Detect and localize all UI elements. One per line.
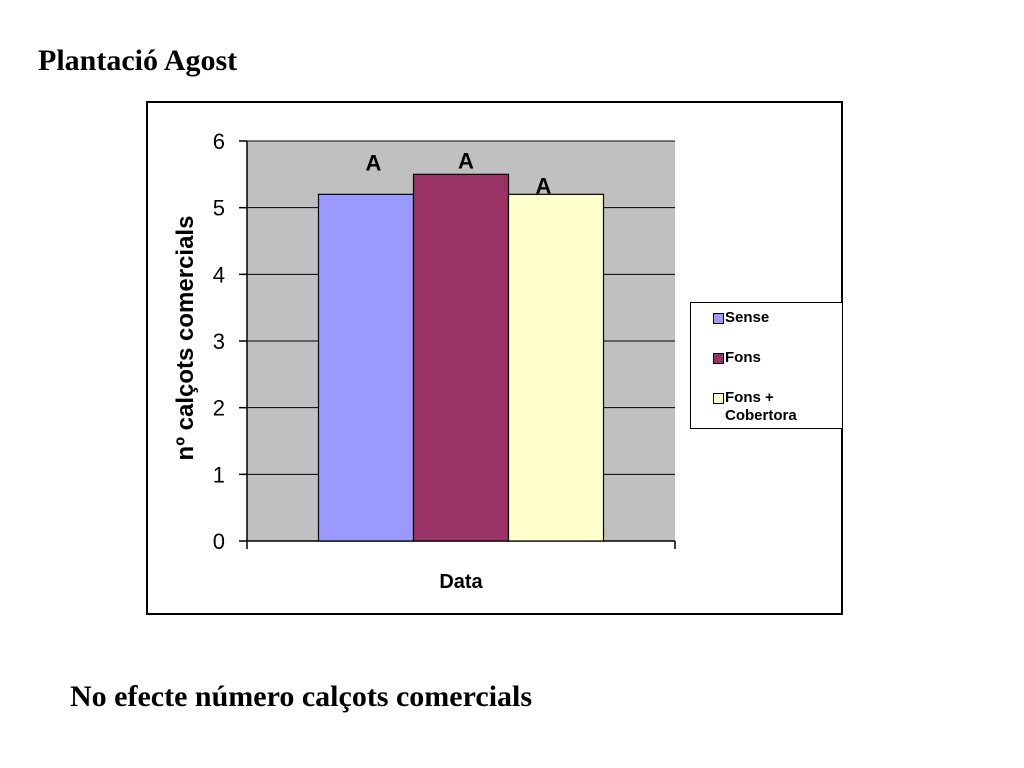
- y-tick-label: 4: [213, 262, 225, 287]
- y-tick-label: 2: [213, 396, 225, 421]
- bar-fons-cobertora: [507, 193, 605, 542]
- y-tick-label: 5: [213, 196, 225, 221]
- legend-label-fons-cobertora: Fons + Cobertora: [725, 389, 797, 424]
- y-tick-label: 6: [213, 129, 225, 154]
- legend-item-sense: Sense: [713, 309, 842, 327]
- legend-item-fons-cobertora: Fons + Cobertora: [713, 389, 842, 425]
- bar-data-label: A: [366, 150, 382, 175]
- y-axis-label: nº calçots comercials: [172, 216, 199, 461]
- chart-legend: Sense Fons Fons + Cobertora: [690, 302, 843, 429]
- legend-swatch-sense: [713, 313, 724, 324]
- legend-swatch-fons-cobertora: [713, 393, 724, 404]
- legend-label-fons: Fons: [725, 349, 761, 366]
- y-tick-label: 0: [213, 529, 225, 554]
- bar-sense: [317, 193, 415, 542]
- y-tick-label: 3: [213, 329, 225, 354]
- bar-fons: [412, 173, 510, 542]
- legend-label-sense: Sense: [725, 309, 770, 326]
- slide-title: Plantació Agost: [38, 44, 238, 77]
- x-axis-label: Data: [439, 571, 483, 593]
- bar-data-label: A: [458, 148, 474, 173]
- y-tick-label: 1: [213, 462, 225, 487]
- bar-data-label: A: [536, 173, 552, 198]
- slide-caption: No efecte número calçots comercials: [70, 680, 533, 713]
- legend-swatch-fons: [713, 353, 724, 364]
- legend-item-fons: Fons: [713, 349, 842, 367]
